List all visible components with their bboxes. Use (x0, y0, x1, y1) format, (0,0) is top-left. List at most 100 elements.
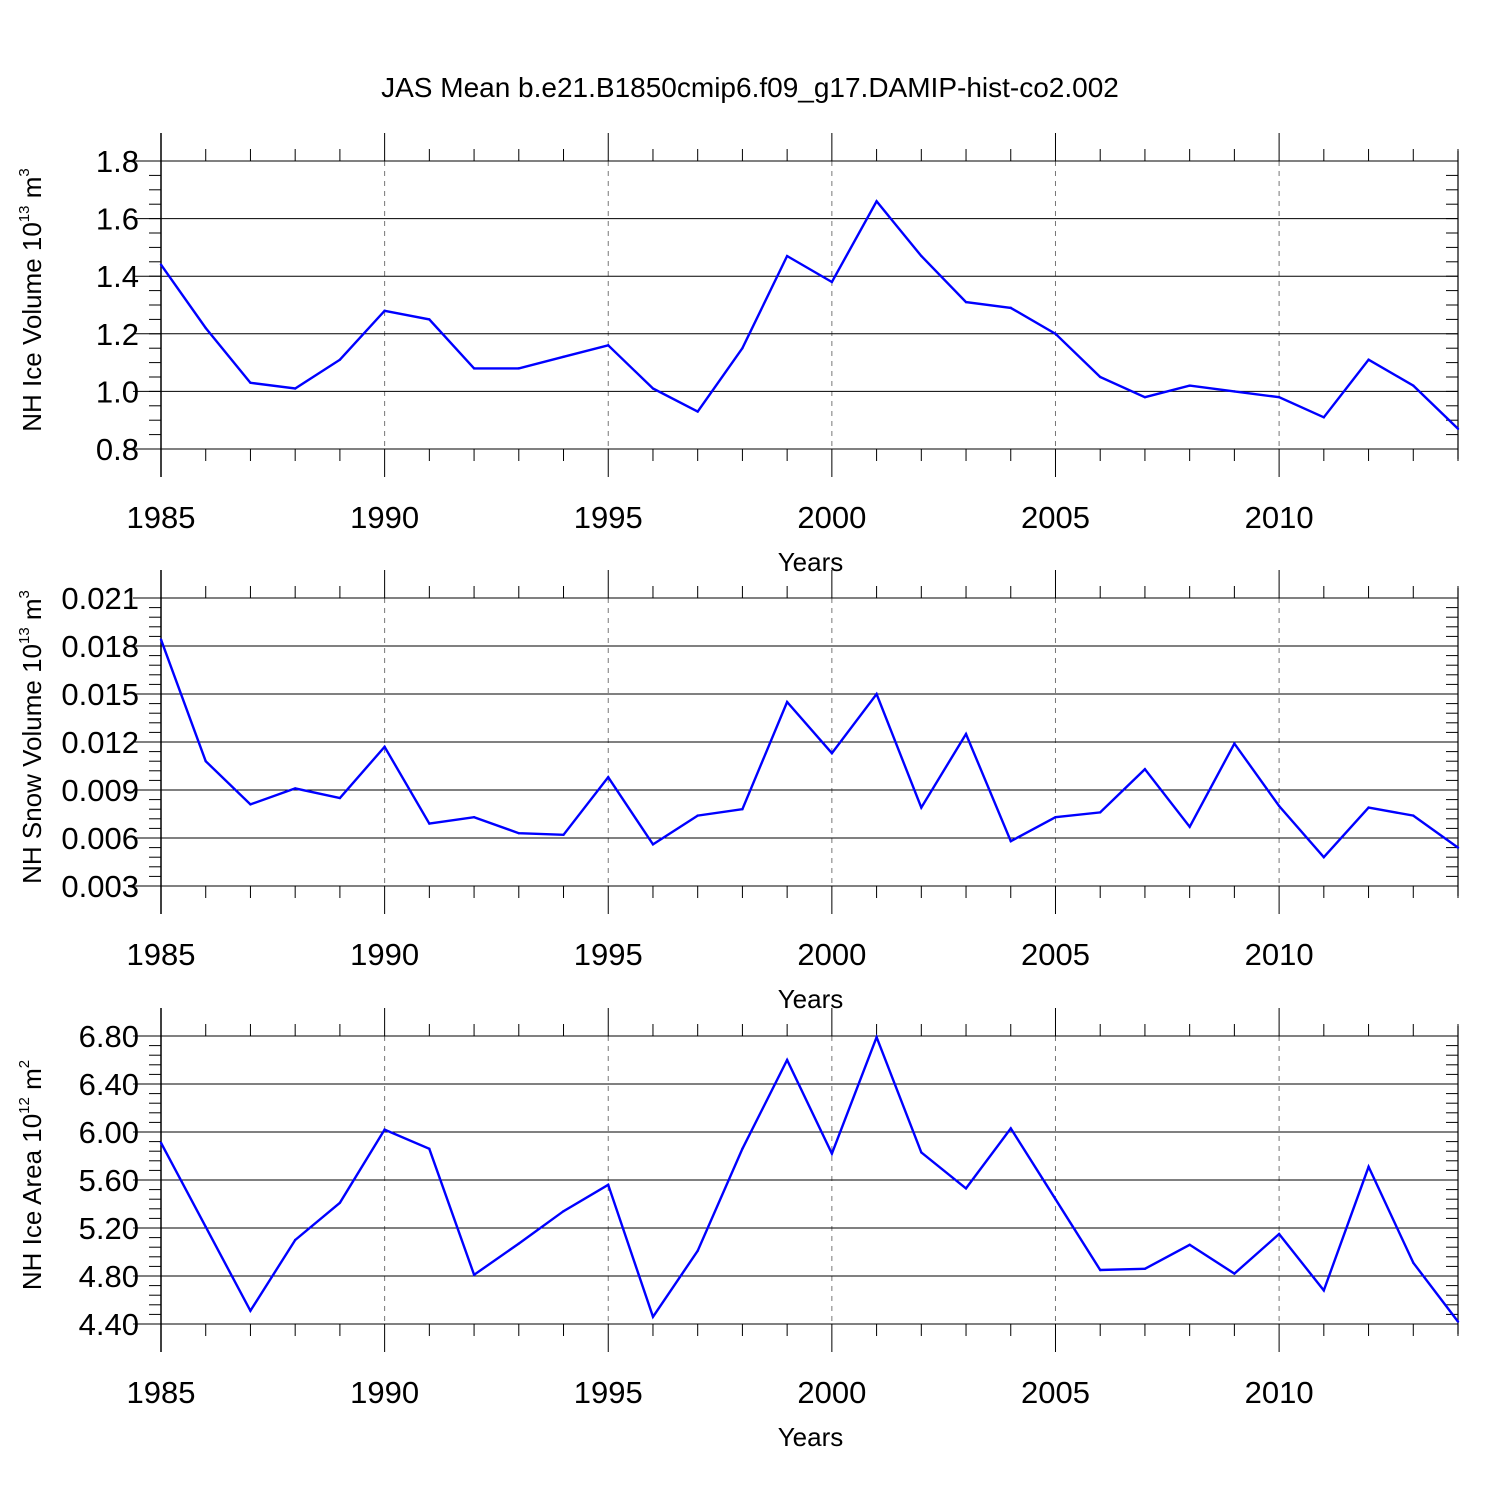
y-tick-label: 0.009 (61, 773, 139, 808)
data-point (383, 309, 386, 312)
data-point (651, 387, 655, 390)
y-tick-label: 1.2 (96, 317, 139, 352)
data-point (249, 1309, 252, 1313)
data-point (472, 816, 476, 819)
x-tick-label: 1995 (574, 1375, 643, 1410)
y-tick-label: 0.8 (96, 432, 139, 467)
data-point (249, 803, 252, 806)
data-point (1054, 816, 1057, 819)
data-point (651, 1315, 655, 1319)
data-point (1456, 427, 1460, 431)
data-point (785, 254, 789, 258)
data-point (338, 1201, 342, 1205)
y-tick-label: 1.6 (96, 202, 139, 237)
y-tick-label: 5.20 (79, 1211, 139, 1246)
data-point (338, 796, 342, 800)
data-point (428, 1147, 431, 1151)
data-point (249, 381, 252, 384)
y-tick-label: 0.021 (61, 581, 139, 616)
y-axis-label-text: NH Snow Volume 10 (17, 644, 47, 884)
data-point (1322, 1289, 1326, 1292)
data-point (293, 1238, 297, 1242)
y-axis-label-group: NH Ice Volume 1013 m3 (16, 168, 47, 431)
y-tick-label: 6.40 (79, 1067, 139, 1102)
y-tick-label: 1.0 (96, 374, 139, 409)
data-point (741, 808, 744, 811)
data-point (1456, 846, 1460, 849)
data-point (696, 410, 699, 413)
data-point (920, 1151, 923, 1154)
data-point (920, 254, 923, 258)
data-point (293, 787, 297, 790)
y-axis-label-text: NH Ice Volume 10 (17, 222, 47, 432)
data-point (1099, 811, 1102, 814)
data-point (964, 300, 968, 304)
data-point (159, 1141, 163, 1145)
y-tick-label: 5.60 (79, 1163, 139, 1198)
data-point (1233, 742, 1236, 745)
x-tick-label: 2005 (1021, 1375, 1090, 1410)
y-tick-label: 4.80 (79, 1259, 139, 1294)
series-line (159, 639, 1459, 860)
y-axis-label-exponent: 13 (16, 627, 33, 644)
x-tick-label: 2000 (797, 937, 866, 972)
data-point (964, 1187, 968, 1190)
x-axis-label: Years (778, 1422, 844, 1452)
data-point (159, 638, 163, 641)
x-tick-label: 1990 (350, 500, 419, 535)
x-tick-label: 2010 (1245, 1375, 1314, 1410)
data-point (204, 1225, 207, 1229)
data-point (875, 692, 878, 696)
y-tick-label: 6.80 (79, 1019, 139, 1054)
data-point (293, 387, 297, 390)
series-line (160, 199, 1459, 430)
series-line (159, 1033, 1459, 1323)
y-axis-label-text: NH Ice Area 10 (17, 1114, 47, 1290)
y-tick-label: 0.018 (61, 629, 139, 664)
data-point (1233, 1272, 1236, 1275)
y-axis-label-exponent: 12 (16, 1097, 33, 1114)
y-tick-label: 1.4 (96, 259, 139, 294)
x-tick-label: 1985 (127, 1375, 196, 1410)
data-point (607, 776, 610, 779)
data-point (696, 814, 699, 817)
data-point (1188, 1243, 1191, 1247)
data-point (1143, 1267, 1147, 1271)
y-axis-label-unit-exponent: 3 (16, 168, 33, 176)
y-axis-label-group: NH Snow Volume 1013 m3 (16, 590, 47, 884)
x-axis-label: Years (778, 547, 844, 577)
data-point (1412, 814, 1415, 817)
data-point (1322, 416, 1326, 419)
x-tick-label: 1995 (574, 937, 643, 972)
y-axis-label: NH Ice Area 1012 m2 (16, 1060, 47, 1290)
data-point (607, 344, 610, 347)
panels: 1985 1990 1995 2000 2005 2010 0.8 1.0 1.2 1.4 1.6 1… (16, 133, 1460, 1452)
data-point (964, 732, 968, 736)
data-point (741, 1147, 744, 1151)
data-point (830, 752, 834, 755)
data-point (1054, 332, 1057, 335)
data-point (875, 200, 878, 203)
x-tick-label: 1985 (127, 500, 196, 535)
x-tick-label: 1985 (127, 937, 196, 972)
x-axis-label: Years (778, 984, 844, 1014)
data-point (338, 358, 342, 361)
y-tick-label: 1.8 (96, 144, 139, 179)
data-point (517, 1242, 520, 1245)
y-axis-label-group: NH Ice Area 1012 m2 (16, 1060, 47, 1290)
y-axis-label-unit: m (17, 1068, 47, 1097)
data-point (1143, 395, 1147, 399)
data-point (472, 1273, 476, 1277)
data-point (1322, 856, 1326, 859)
data-point (920, 806, 923, 809)
data-point (1054, 1198, 1057, 1201)
data-point (1412, 384, 1415, 387)
data-point (1412, 1261, 1415, 1265)
data-point (741, 347, 744, 350)
data-point (1099, 375, 1102, 379)
data-point (1233, 390, 1236, 393)
y-axis-label-unit-exponent: 3 (16, 590, 33, 598)
panel-1: 1985 1990 1995 2000 2005 2010 0.8 1.0 1.2 1.4 1.6 1… (16, 133, 1460, 577)
data-point (1456, 1320, 1460, 1323)
x-tick-label: 2005 (1021, 937, 1090, 972)
